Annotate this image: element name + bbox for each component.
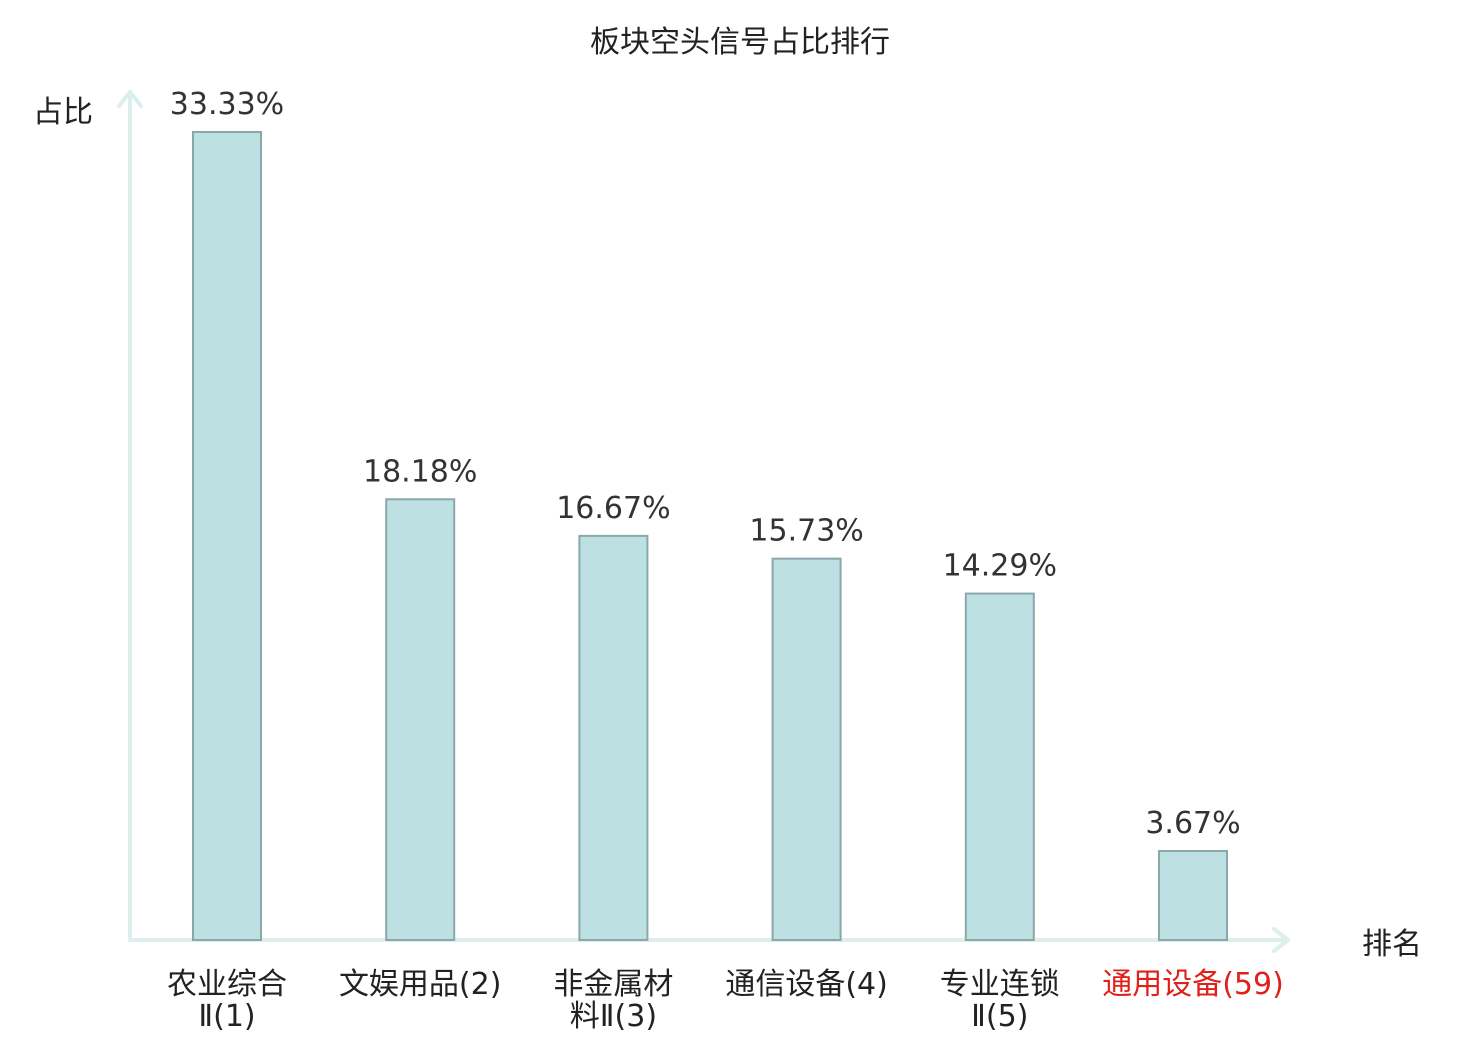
bar-value-label: 33.33% bbox=[170, 87, 284, 122]
bar bbox=[964, 592, 1035, 941]
bar-value-label: 3.67% bbox=[1145, 806, 1240, 841]
bar bbox=[192, 131, 262, 941]
category-label: Ⅱ(5) bbox=[971, 999, 1028, 1034]
bars-group bbox=[192, 131, 1228, 942]
value-labels-group: 33.33% 18.18% 16.67% 15.73% 14.29% 3.67% bbox=[170, 87, 1241, 841]
bar-value-label: 15.73% bbox=[749, 514, 863, 549]
bar bbox=[1158, 850, 1228, 941]
category-label: 非金属材 bbox=[553, 967, 673, 1002]
bar-value-label: 16.67% bbox=[556, 491, 670, 526]
y-axis-arrow-icon bbox=[117, 90, 143, 108]
category-label: 通信设备(4) bbox=[725, 967, 888, 1002]
bar-value-label: 14.29% bbox=[943, 549, 1057, 584]
y-axis-label: 占比 bbox=[33, 95, 93, 130]
x-axis-arrow-icon bbox=[1272, 927, 1290, 953]
category-label: 文娱用品(2) bbox=[339, 967, 502, 1002]
category-label: 农业综合 bbox=[167, 967, 287, 1002]
bar bbox=[385, 498, 456, 941]
x-axis-label: 排名 bbox=[1362, 927, 1422, 962]
category-label-highlight: 通用设备(59) bbox=[1102, 967, 1284, 1002]
category-label: 专业连锁 bbox=[940, 967, 1060, 1002]
chart-title: 板块空头信号占比排行 bbox=[590, 25, 890, 60]
bar bbox=[578, 534, 649, 941]
category-label: 料Ⅱ(3) bbox=[570, 999, 657, 1034]
bar-value-label: 18.18% bbox=[363, 454, 477, 489]
category-label: Ⅱ(1) bbox=[198, 999, 255, 1034]
bar bbox=[771, 557, 842, 942]
